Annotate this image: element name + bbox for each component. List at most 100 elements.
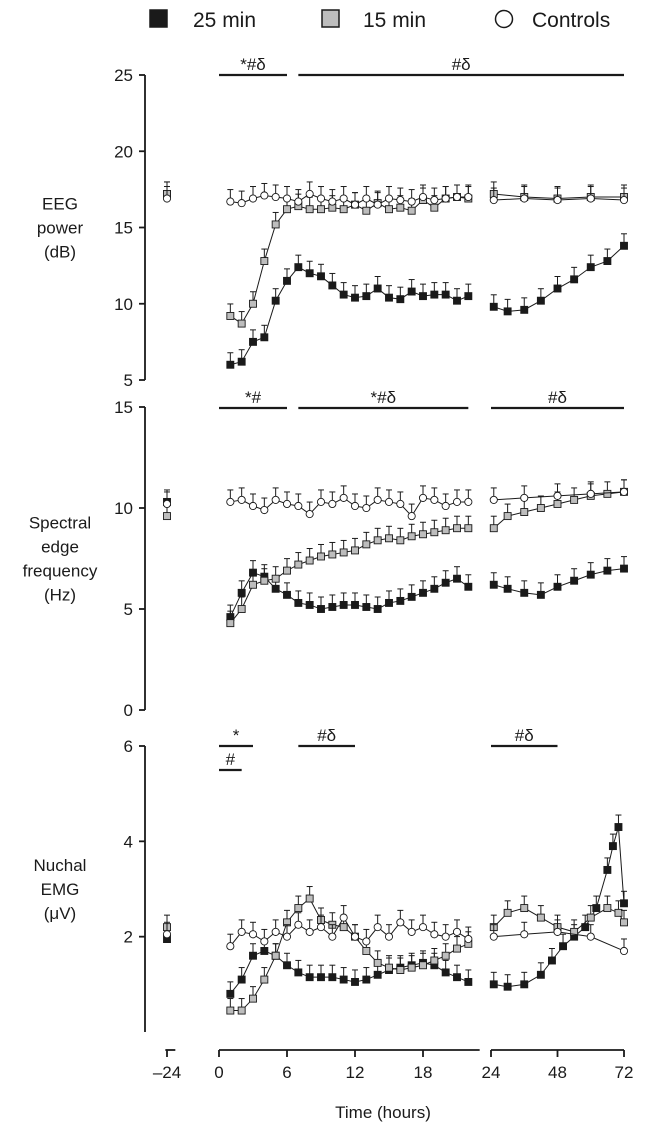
data-point	[619, 195, 629, 205]
data-point	[294, 263, 303, 272]
data-point	[503, 512, 512, 521]
data-point	[407, 512, 416, 521]
data-point	[418, 493, 428, 502]
y-axis-title-line: Nuchal	[34, 856, 87, 875]
data-point	[430, 528, 439, 537]
data-point	[305, 269, 314, 278]
data-point	[237, 495, 246, 504]
data-point	[237, 357, 246, 366]
data-point	[226, 619, 235, 628]
data-point	[489, 980, 498, 989]
data-point	[407, 927, 416, 936]
data-point	[373, 970, 382, 979]
data-point	[520, 194, 529, 203]
data-point	[441, 290, 450, 299]
data-point	[419, 961, 427, 970]
data-point	[316, 497, 326, 506]
y-axis-title-line: (Hz)	[44, 586, 76, 605]
data-point	[619, 487, 629, 496]
y-tick-label: 15	[114, 219, 133, 238]
data-point	[441, 578, 450, 587]
data-point	[608, 842, 617, 851]
legend-marker-25-min	[149, 9, 168, 28]
data-point	[226, 360, 235, 369]
data-point	[407, 532, 416, 541]
data-point	[503, 584, 512, 593]
data-point	[441, 194, 450, 203]
data-point	[385, 598, 393, 607]
data-point	[407, 592, 416, 601]
data-point	[570, 927, 579, 936]
significance-label: *#	[245, 388, 262, 407]
y-axis-title-line: (dB)	[44, 243, 76, 262]
data-point	[163, 512, 171, 521]
data-point	[503, 908, 512, 917]
data-point	[373, 605, 382, 613]
legend: 25 min 15 min Controls	[149, 9, 610, 32]
data-point	[385, 534, 393, 543]
data-point	[396, 203, 405, 212]
data-point	[362, 292, 371, 301]
data-point	[162, 194, 172, 203]
data-point	[373, 536, 382, 545]
data-point	[373, 958, 382, 967]
data-point	[328, 932, 337, 941]
data-point	[396, 195, 405, 205]
data-point	[620, 564, 628, 573]
data-point	[489, 195, 498, 205]
y-tick-label: 25	[114, 66, 133, 85]
data-point	[305, 205, 314, 214]
data-point	[453, 973, 461, 982]
data-point	[271, 951, 280, 960]
data-point	[453, 524, 461, 533]
data-point	[603, 489, 612, 498]
data-point	[603, 904, 612, 913]
data-point	[305, 189, 314, 198]
x-tick-label: –24	[153, 1063, 181, 1082]
data-point	[351, 293, 359, 302]
data-point	[351, 546, 359, 555]
data-point	[384, 932, 394, 941]
data-point	[328, 550, 337, 559]
data-point	[441, 968, 450, 977]
data-point	[441, 932, 450, 941]
data-point	[453, 944, 461, 953]
data-point	[260, 191, 269, 200]
y-axis-title-line: (μV)	[44, 904, 76, 923]
data-point	[339, 205, 348, 214]
data-point	[464, 292, 473, 301]
data-point	[283, 961, 291, 970]
series-line	[229, 572, 469, 618]
data-point	[520, 904, 529, 913]
data-point	[586, 932, 595, 941]
series-line	[230, 193, 469, 206]
y-tick-label: 0	[124, 701, 133, 720]
data-point	[305, 927, 314, 936]
y-tick-label: 2	[124, 928, 133, 947]
data-point	[464, 978, 473, 986]
data-point	[260, 947, 269, 955]
data-point	[570, 576, 579, 585]
data-point	[249, 337, 257, 346]
data-point	[248, 930, 258, 939]
data-point	[614, 908, 623, 917]
data-point	[350, 200, 360, 209]
data-point	[282, 499, 292, 509]
y-tick-label: 20	[114, 142, 133, 161]
data-point	[362, 206, 371, 215]
x-tick-label: 24	[482, 1063, 501, 1082]
legend-label-controls: Controls	[532, 9, 610, 32]
data-point	[317, 272, 325, 281]
data-point	[226, 1006, 235, 1015]
data-point	[520, 493, 529, 502]
data-point	[603, 865, 612, 874]
data-point	[271, 192, 280, 202]
data-point	[339, 913, 348, 922]
data-point	[396, 918, 405, 927]
data-point	[520, 305, 529, 314]
data-point	[553, 491, 562, 500]
data-point	[339, 548, 348, 557]
series-line	[229, 527, 469, 624]
data-point	[396, 499, 405, 509]
panel-1: 5 10 15 20 25 EEG power (dB) *#δ #δ	[37, 55, 629, 390]
